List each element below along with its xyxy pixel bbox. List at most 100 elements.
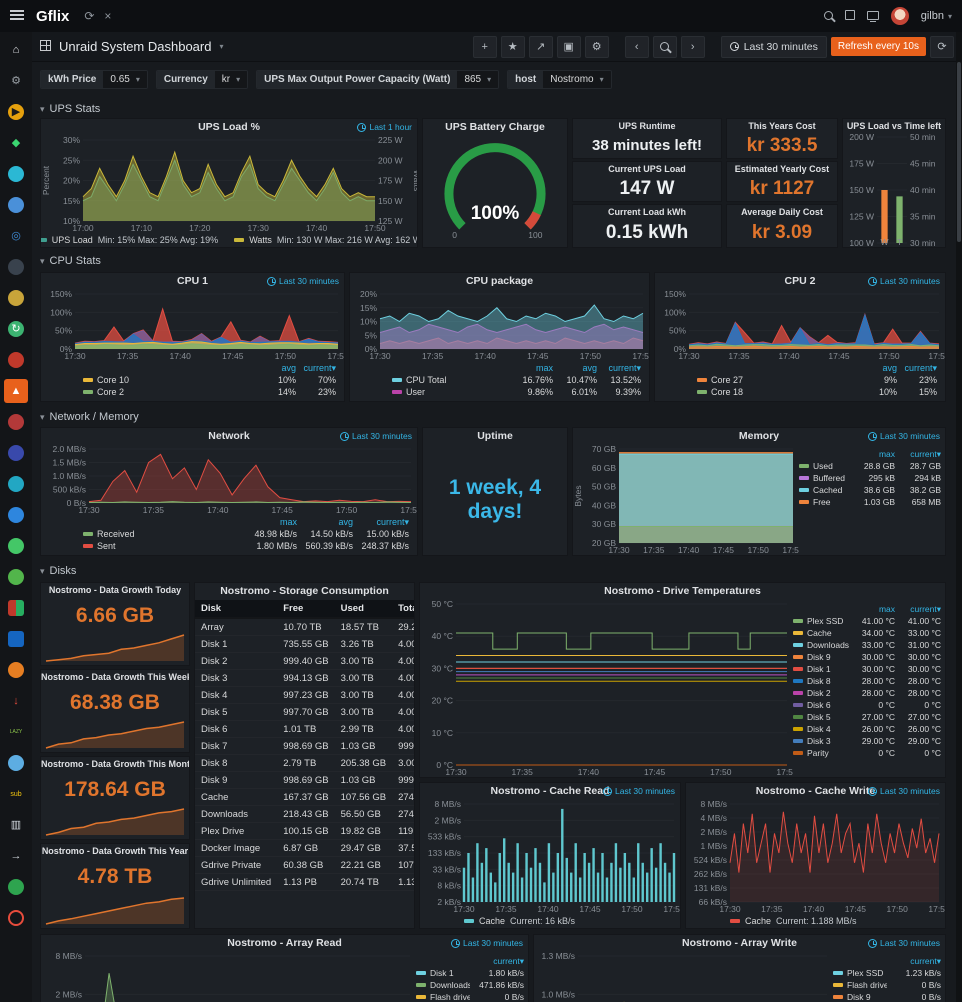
disk-link[interactable]: Disk 3 [195, 669, 278, 687]
legend-item[interactable]: Buffered 295 kB 294 kB [799, 472, 941, 484]
legend-item[interactable]: Disk 9 30.00 °C 30.00 °C [793, 651, 941, 663]
save-button[interactable]: ▣ [556, 35, 581, 58]
legend-item[interactable]: Disk 2 28.00 °C 28.00 °C [793, 687, 941, 699]
menu-button[interactable] [10, 9, 24, 23]
disk-link[interactable]: Disk 4 [195, 686, 278, 704]
legend-item[interactable]: Disk 5 27.00 °C 27.00 °C [793, 711, 941, 723]
column-header[interactable]: Total [392, 600, 414, 619]
legend-item[interactable]: Parity 0 °C 0 °C [793, 747, 941, 759]
sidebar-tautulli-icon[interactable] [4, 286, 28, 310]
disk-link[interactable]: Disk 7 [195, 737, 278, 755]
memory-chart[interactable]: 70 GB 60 GB 50 GB 40 GB 30 GB 20 GB 17:30 17:35… [573, 444, 804, 555]
panel-title[interactable]: Current UPS Load [608, 164, 686, 174]
ups-load-chart[interactable]: 30% 225 W 25% 200 W 20% 175 W 15% 150 W 10% 125 W… [41, 135, 417, 233]
add-panel-button[interactable]: + [472, 35, 497, 58]
disk-link[interactable]: Disk 6 [195, 720, 278, 738]
sidebar-stripes-icon[interactable] [4, 596, 28, 620]
legend-item[interactable]: Plex SSD 41.00 °C 41.00 °C [793, 615, 941, 627]
sidebar-drop2-icon[interactable] [4, 751, 28, 775]
column-header[interactable]: Free [277, 600, 335, 619]
legend-item[interactable]: Flash drive 0 B/s [833, 979, 941, 991]
sidebar-portainer-icon[interactable] [4, 255, 28, 279]
legend-item[interactable]: Downloads 471.86 kB/s [416, 979, 524, 991]
disk-link[interactable]: Disk 8 [195, 754, 278, 772]
disk-link[interactable]: Gdrive Unlimited [195, 873, 278, 891]
sidebar-shield-icon[interactable] [4, 410, 28, 434]
legend-item[interactable]: Downloads 33.00 °C 31.00 °C [793, 639, 941, 651]
avatar[interactable] [890, 7, 909, 25]
sidebar-drop-icon[interactable] [4, 503, 28, 527]
legend-item[interactable]: Cached 38.6 GB 38.2 GB [799, 484, 941, 496]
sidebar-emby-icon[interactable] [4, 565, 28, 589]
fullscreen-button[interactable] [844, 9, 855, 23]
panel-title[interactable]: Nostromo - Cache Write [755, 785, 876, 797]
column-header[interactable]: Used [334, 600, 393, 619]
panel-title[interactable]: CPU package [465, 275, 534, 287]
sidebar-grafana-icon[interactable]: ▲ [4, 379, 28, 403]
cpu1-chart[interactable]: 150% 100% 50% 0% 17:30 17:35 17:40 17:45 17:50 17… [41, 289, 344, 361]
panel-time-override[interactable]: Last 1 hour [357, 122, 412, 132]
dashboard-title[interactable]: Unraid System Dashboard [59, 39, 212, 54]
panel-title[interactable]: Nostromo - Data Growth Today [48, 585, 182, 595]
time-range-picker[interactable]: Last 30 minutes [720, 35, 827, 58]
legend-item[interactable]: Disk 1 1.80 kB/s [416, 967, 524, 979]
app-brand[interactable]: Gflix [36, 7, 70, 25]
sidebar-ombi-icon[interactable] [4, 193, 28, 217]
refresh-dashboard-button[interactable]: ⟳ [930, 35, 954, 58]
disk-link[interactable]: Disk 1 [195, 635, 278, 653]
disk-link[interactable]: Disk 2 [195, 652, 278, 670]
legend-item[interactable]: Core 18 10% 15% [697, 386, 937, 398]
zoom-out-button[interactable] [652, 35, 677, 58]
legend-item[interactable]: Disk 8 28.00 °C 28.00 °C [793, 675, 941, 687]
panel-time-override[interactable]: Last 30 minutes [867, 938, 940, 948]
sidebar-library-icon[interactable]: ▥ [10, 818, 22, 831]
legend-item[interactable]: Core 27 9% 23% [697, 374, 937, 386]
legend-item[interactable]: Disk 4 26.00 °C 26.00 °C [793, 723, 941, 735]
cpu2-chart[interactable]: 150% 100% 50% 0% 17:30 17:35 17:40 17:45 17:50 17… [655, 289, 945, 361]
panel-title[interactable]: CPU 1 [177, 275, 208, 287]
panel-time-override[interactable]: Last 30 minutes [266, 276, 339, 286]
sidebar-plex-icon[interactable]: ▶ [4, 100, 28, 124]
sidebar-sabnzbd-icon[interactable]: ↻ [4, 317, 28, 341]
legend-item[interactable]: Cache Current: 1.188 MB/s [730, 916, 857, 926]
panel-title[interactable]: Nostromo - Cache Read [490, 785, 610, 797]
legend-item[interactable]: Used 28.8 GB 28.7 GB [799, 460, 941, 472]
legend-item[interactable]: Core 2 14% 23% [83, 386, 336, 398]
sidebar-leaf-icon[interactable] [4, 534, 28, 558]
disk-link[interactable]: Disk 5 [195, 703, 278, 721]
panel-time-override[interactable]: Last 30 minutes [450, 938, 523, 948]
sidebar-target-icon[interactable] [4, 906, 28, 930]
panel-title[interactable]: Uptime [477, 430, 513, 442]
panel-title[interactable]: Nostromo - Drive Temperatures [604, 585, 761, 597]
ups-bar-chart[interactable]: 200 W 50 min 175 W 45 min 150 W 40 min 125 W 35… [843, 132, 945, 247]
sidebar-github-icon[interactable] [4, 875, 28, 899]
panel-title[interactable]: CPU 2 [784, 275, 816, 287]
array-write-chart[interactable]: 1.3 MB/s1.0 MB/s768 kB/s512 kB/s [534, 951, 833, 1002]
apps-grid-icon[interactable] [40, 39, 51, 54]
panel-title[interactable]: UPS Load vs Time left [846, 121, 942, 131]
legend-item[interactable]: Core 10 10% 70% [83, 374, 336, 386]
row-header-network-memory[interactable]: ▾ Network / Memory [40, 411, 139, 423]
legend-item[interactable]: Received 48.98 kB/s 14.50 kB/s 15.00 kB/s [83, 528, 409, 540]
legend-item[interactable]: Free 1.03 GB 658 MB [799, 496, 941, 508]
legend-item[interactable]: CPU Total 16.76% 10.47% 13.52% [392, 374, 641, 386]
sidebar-eye-icon[interactable] [4, 472, 28, 496]
legend-item[interactable]: User 9.86% 6.01% 9.39% [392, 386, 641, 398]
time-back-button[interactable]: ‹ [624, 35, 649, 58]
row-header-ups-stats[interactable]: ▾ UPS Stats [40, 103, 101, 115]
variable-value-dropdown[interactable]: 865 ▾ [457, 71, 499, 88]
sidebar-droplets-icon[interactable] [4, 658, 28, 682]
legend-item[interactable]: Disk 1 30.00 °C 30.00 °C [793, 663, 941, 675]
legend-item[interactable]: Cache 34.00 °C 33.00 °C [793, 627, 941, 639]
tab-close-icon[interactable]: × [104, 9, 112, 23]
panel-title[interactable]: Nostromo - Data Growth This Month [41, 759, 189, 769]
sidebar-sub-icon[interactable]: sub [10, 790, 22, 798]
panel-title[interactable]: Nostromo - Array Write [682, 937, 797, 949]
scrollbar[interactable] [956, 32, 962, 1002]
share-button[interactable]: ↗ [528, 35, 553, 58]
disk-link[interactable]: Cache [195, 788, 278, 806]
legend-item[interactable]: UPS Load Min: 15% Max: 25% Avg: 19% [41, 235, 218, 245]
panel-title[interactable]: UPS Load % [198, 121, 260, 133]
panel-title[interactable]: Network [208, 430, 250, 442]
